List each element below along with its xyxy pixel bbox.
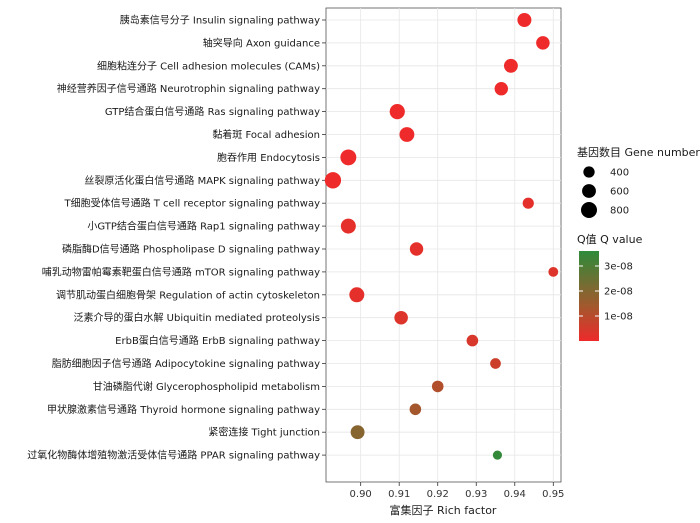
enrichment-point bbox=[522, 197, 534, 209]
pathway-label: 哺乳动物雷帕霉素靶蛋白信号通路 mTOR signaling pathway bbox=[42, 265, 320, 278]
x-tick-label: 0.92 bbox=[427, 489, 449, 500]
x-tick-label: 0.90 bbox=[350, 489, 372, 500]
y-axis: 胰岛素信号分子 Insulin signaling pathway 轴突导向 Ax… bbox=[27, 14, 326, 462]
q-value-colorbar bbox=[579, 251, 599, 341]
pathway-label: GTP结合蛋白信号通路 Ras signaling pathway bbox=[105, 105, 320, 118]
enrichment-point bbox=[389, 104, 405, 120]
enrichment-point bbox=[409, 403, 422, 416]
colorbar-label: 3e-08 bbox=[604, 262, 633, 273]
size-legend-key bbox=[581, 202, 597, 218]
pathway-label: 小GTP结合蛋白信号通路 Rap1 signaling pathway bbox=[87, 220, 320, 233]
grid-lines bbox=[326, 8, 561, 482]
pathway-label: 泛素介导的蛋白水解 Ubiquitin mediated proteolysis bbox=[74, 311, 321, 324]
pathway-label: 胰岛素信号分子 Insulin signaling pathway bbox=[120, 14, 320, 27]
enrichment-point bbox=[324, 172, 342, 189]
plot-panel bbox=[325, 7, 562, 483]
size-legend-key bbox=[583, 166, 595, 178]
pathway-label: 紧密连接 Tight junction bbox=[208, 426, 320, 439]
enrichment-point bbox=[536, 36, 550, 50]
colorbar-label: 1e-08 bbox=[604, 312, 633, 323]
pathway-label: 细胞粘连分子 Cell adhesion molecules (CAMs) bbox=[97, 59, 320, 72]
size-legend-label: 800 bbox=[610, 206, 629, 217]
data-points bbox=[324, 13, 559, 460]
pathway-label: 脂肪细胞因子信号通路 Adipocytokine signaling pathw… bbox=[52, 357, 320, 370]
enrichment-point bbox=[517, 13, 532, 27]
x-axis: 0.90 0.91 0.92 0.93 0.94 0.95 bbox=[350, 482, 564, 500]
enrichment-point bbox=[503, 58, 518, 73]
enrichment-point bbox=[431, 380, 444, 393]
pathway-label: 胞吞作用 Endocytosis bbox=[217, 152, 320, 164]
pathway-label: 调节肌动蛋白细胞骨架 Regulation of actin cytoskele… bbox=[56, 288, 320, 301]
size-legend-title: 基因数目 Gene number bbox=[577, 146, 700, 159]
enrichment-point bbox=[399, 127, 415, 142]
enrichment-point bbox=[340, 218, 356, 234]
size-legend: 基因数目 Gene number 400 600 800 bbox=[577, 146, 700, 218]
pathway-label: ErbB蛋白信号通路 ErbB signaling pathway bbox=[115, 334, 320, 347]
size-legend-label: 400 bbox=[610, 168, 629, 179]
color-legend-title: Q值 Q value bbox=[577, 233, 643, 246]
enrichment-point bbox=[409, 242, 424, 256]
pathway-label: T细胞受体信号通路 T cell receptor signaling path… bbox=[63, 197, 320, 210]
x-tick-label: 0.95 bbox=[542, 489, 564, 500]
enrichment-point bbox=[548, 267, 559, 277]
pathway-label: 过氧化物酶体增殖物激活受体信号通路 PPAR signaling pathway bbox=[27, 449, 320, 462]
x-tick-label: 0.93 bbox=[465, 489, 487, 500]
enrichment-point bbox=[394, 310, 408, 325]
enrichment-point bbox=[349, 287, 365, 303]
enrichment-point bbox=[466, 334, 479, 347]
pathway-label: 轴突导向 Axon guidance bbox=[203, 36, 320, 49]
x-tick-label: 0.91 bbox=[388, 489, 410, 500]
enrichment-point bbox=[350, 425, 365, 440]
enrichment-point bbox=[494, 82, 508, 96]
size-legend-key bbox=[582, 184, 596, 198]
pathway-label: 黏着斑 Focal adhesion bbox=[212, 128, 320, 141]
size-legend-label: 600 bbox=[610, 187, 629, 198]
color-legend: Q值 Q value 3e-08 2e-08 1e-08 bbox=[577, 233, 643, 341]
pathway-label: 甘油磷脂代谢 Glycerophospholipid metabolism bbox=[93, 380, 320, 393]
x-tick-label: 0.94 bbox=[504, 489, 526, 500]
colorbar-label: 2e-08 bbox=[604, 287, 633, 298]
enrichment-point bbox=[490, 358, 501, 369]
pathway-label: 磷脂酶D信号通路 Phospholipase D signaling pathw… bbox=[62, 243, 320, 256]
x-axis-title: 富集因子 Rich factor bbox=[390, 503, 497, 517]
enrichment-point bbox=[340, 149, 357, 166]
pathway-label: 丝裂原活化蛋白信号通路 MAPK signaling pathway bbox=[84, 174, 320, 187]
pathway-label: 甲状腺激素信号通路 Thyroid hormone signaling path… bbox=[47, 403, 320, 416]
pathway-label: 神经营养因子信号通路 Neurotrophin signaling pathwa… bbox=[57, 82, 320, 95]
enrichment-point bbox=[492, 450, 502, 460]
